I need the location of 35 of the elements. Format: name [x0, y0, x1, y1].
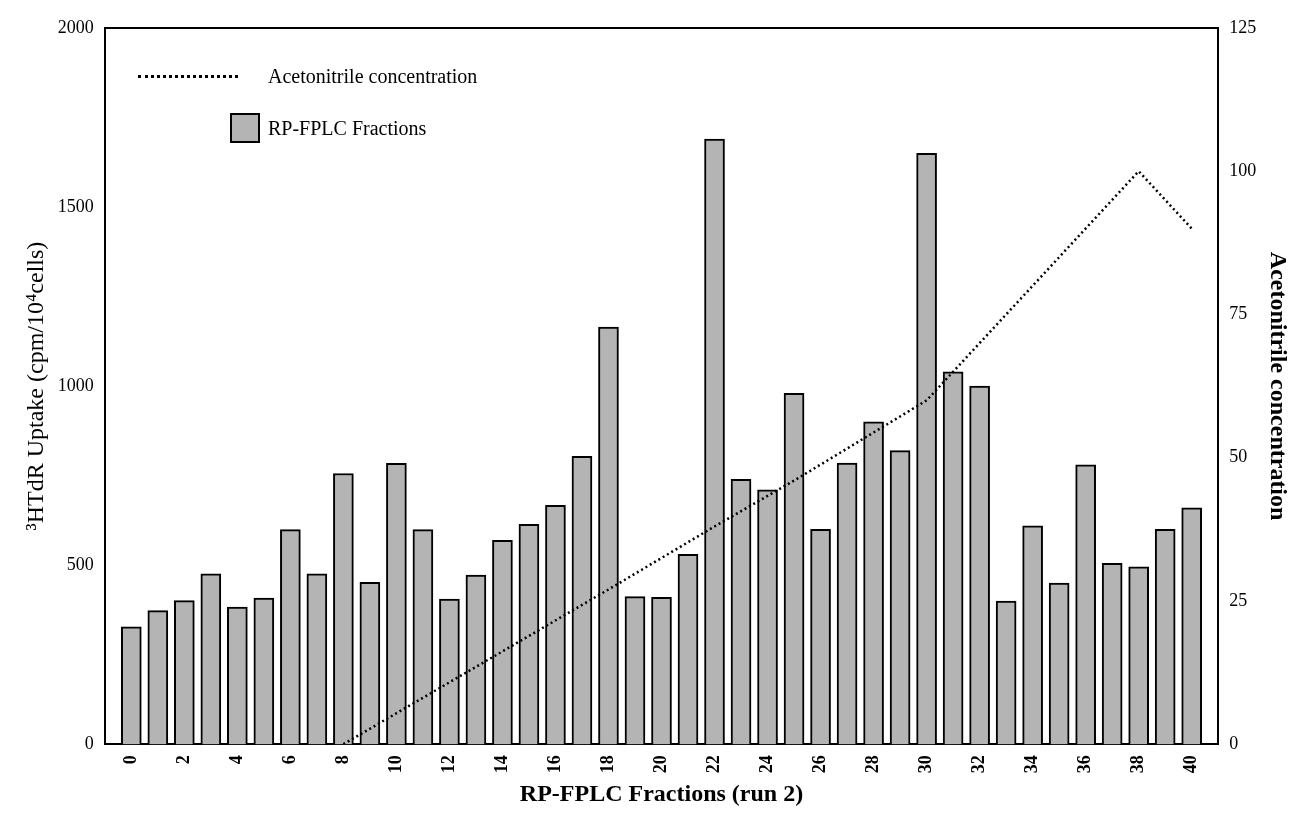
x-tick-label: 24	[756, 755, 777, 774]
x-tick-label: 8	[332, 755, 353, 765]
x-tick-label: 4	[226, 755, 246, 765]
x-tick-label: 36	[1074, 755, 1095, 774]
x-tick-label: 22	[703, 755, 724, 774]
x-tick-label: 34	[1021, 755, 1042, 774]
y2-tick-label: 100	[1229, 159, 1257, 180]
x-tick-label: 10	[385, 755, 406, 774]
y2-tick-label: 125	[1229, 16, 1257, 37]
x-tick-label: 26	[809, 755, 830, 774]
x-tick-label: 14	[491, 755, 512, 774]
y2-tick-label: 50	[1229, 446, 1248, 467]
y2-tick-label: 75	[1229, 303, 1248, 324]
y-tick-label: 500	[66, 553, 94, 574]
y-tick-label: 1000	[57, 374, 94, 395]
y2-tick-label: 25	[1229, 589, 1248, 610]
x-axis-title: RP-FPLC Fractions (run 2)	[519, 779, 804, 806]
x-tick-label: 18	[597, 755, 618, 774]
x-tick-label: 2	[172, 755, 193, 765]
x-tick-label: 40	[1180, 755, 1201, 774]
y-tick-label: 2000	[57, 16, 94, 37]
legend-label: RP-FPLC Fractions	[268, 116, 427, 140]
x-tick-label: 0	[119, 755, 140, 765]
x-tick-label: 30	[915, 755, 936, 774]
x-tick-label: 6	[279, 755, 300, 765]
y-axis-title: ³HTdR Uptake (cpm/10⁴cells)	[21, 241, 48, 531]
x-tick-label: 38	[1127, 755, 1148, 774]
x-tick-label: 28	[862, 755, 883, 774]
y2-axis-title: Acetonitrile concentration	[1266, 251, 1293, 521]
y-tick-label: 1500	[57, 195, 94, 216]
x-tick-label: 20	[650, 755, 671, 774]
legend-label: Acetonitrile concentration	[268, 64, 478, 88]
x-tick-label: 16	[544, 755, 565, 774]
x-tick-label: 12	[438, 755, 459, 774]
x-tick-label: 32	[968, 755, 989, 774]
